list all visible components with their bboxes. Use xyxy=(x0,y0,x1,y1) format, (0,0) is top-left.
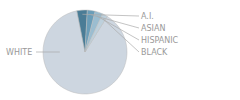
chart: WHITE A.I. ASIAN HISPANIC BLACK xyxy=(0,0,240,100)
label-line xyxy=(103,19,139,52)
pie-slice xyxy=(43,11,127,94)
slice-label: WHITE xyxy=(6,48,32,57)
label-line xyxy=(36,52,60,53)
slice-label: BLACK xyxy=(141,48,168,57)
slice-label: HISPANIC xyxy=(141,36,179,45)
slice-label: ASIAN xyxy=(141,24,165,33)
slice-label: A.I. xyxy=(141,12,154,21)
